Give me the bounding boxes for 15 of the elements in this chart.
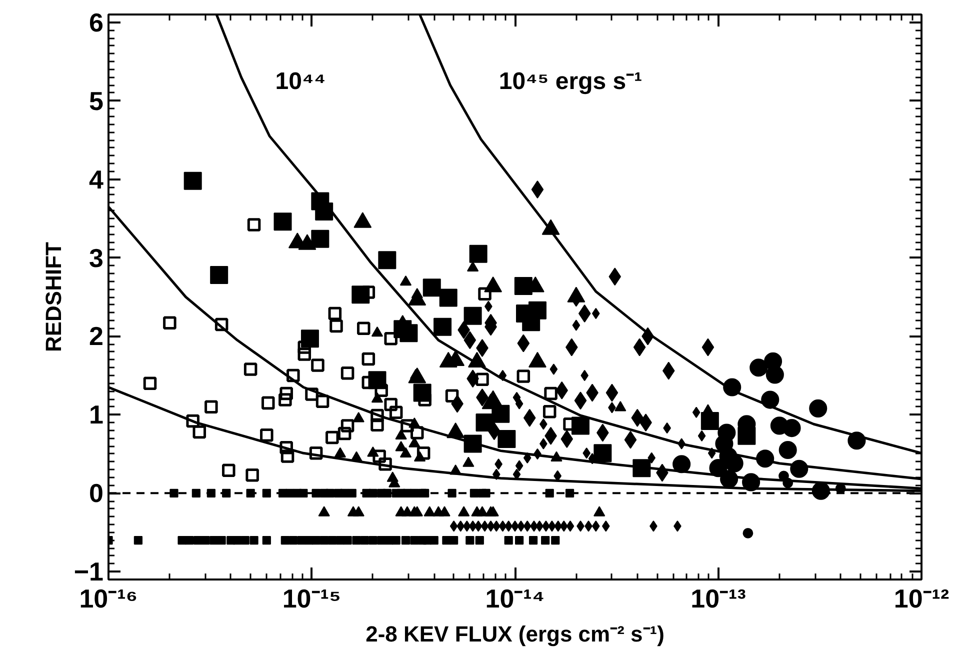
y-tick-label: 3 xyxy=(89,242,104,273)
y-tick-label: 6 xyxy=(89,7,104,38)
y-tick-label: 5 xyxy=(89,86,104,116)
y-tick-label: 1 xyxy=(89,400,104,430)
y-tick-label: 4 xyxy=(89,164,104,194)
x-tick-label: 10⁻¹⁴ xyxy=(485,584,545,614)
y-axis-title: REDSHIFT xyxy=(40,241,66,352)
y-tick-label: 0 xyxy=(89,478,104,508)
annotation: 10⁴⁴ xyxy=(275,68,326,95)
x-axis-title: 2-8 KEV FLUX (ergs cm⁻² s⁻¹) xyxy=(366,622,664,646)
x-tick-label: 10⁻¹⁵ xyxy=(282,584,342,614)
y-tick-label: 2 xyxy=(89,321,104,352)
x-tick-label: 10⁻¹² xyxy=(894,584,950,614)
annotation: 10⁴⁵ ergs s⁻¹ xyxy=(498,68,642,95)
x-tick-label: 10⁻¹³ xyxy=(690,584,746,614)
